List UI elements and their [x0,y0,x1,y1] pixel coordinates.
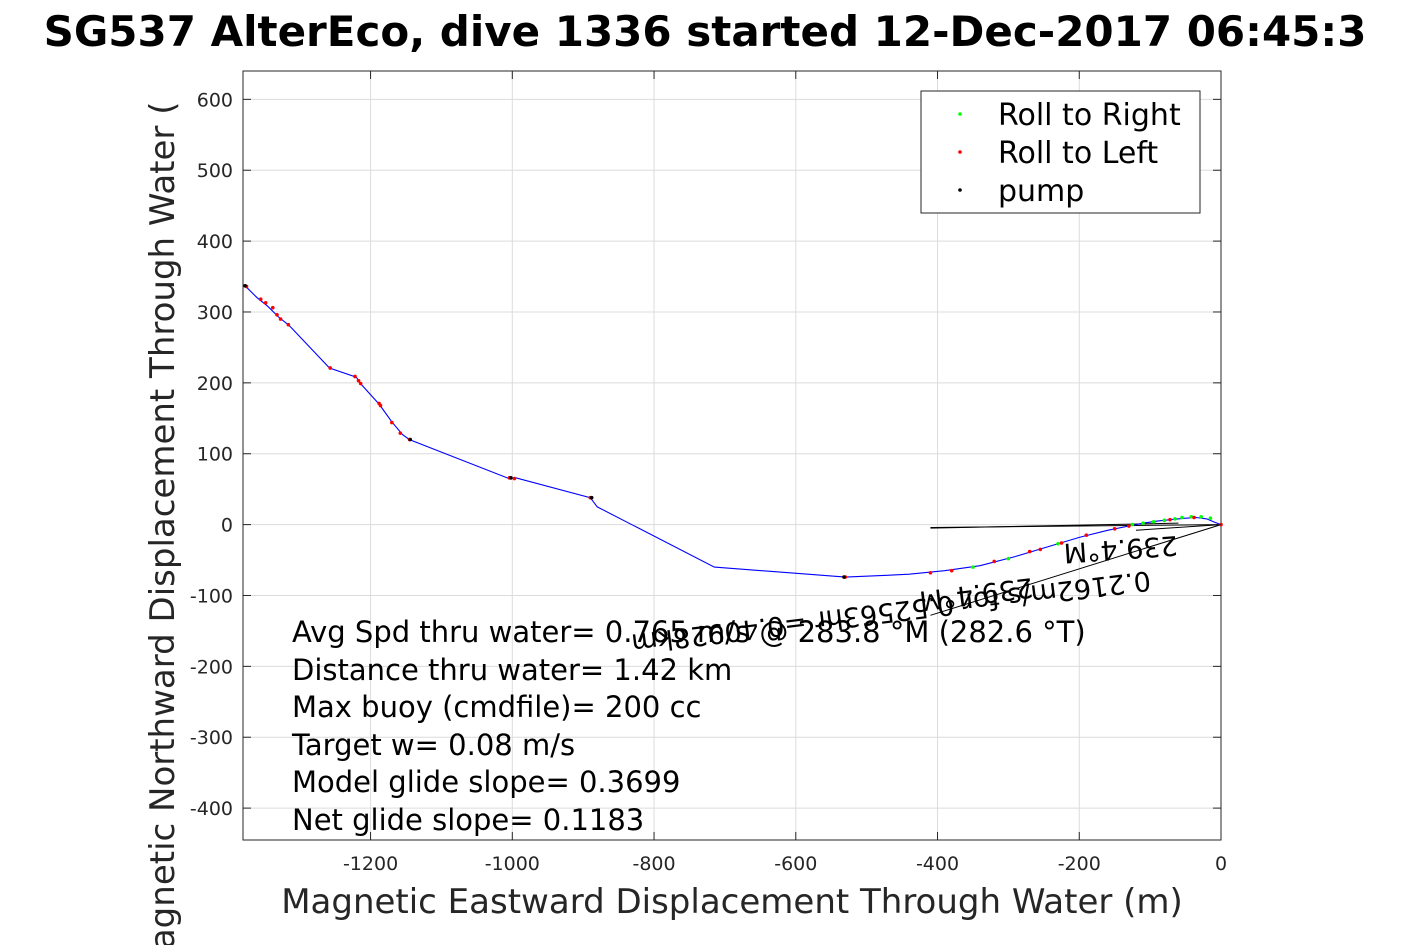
x-tick-label: -400 [916,853,959,875]
axes-box [242,70,1222,841]
stat-net-glide: Net glide slope= 0.1183 [292,803,644,837]
pump-point [589,495,594,500]
roll-right-point [1151,519,1156,524]
legend-marker-roll-right [958,112,962,116]
pump-point [243,283,247,288]
roll-left-point [949,568,954,573]
stat-max-buoy: Max buoy (cmdfile)= 200 cc [292,690,701,724]
y-tick-label: 300 [197,302,233,324]
legend-label-pump: pump [998,174,1084,209]
roll-left-point [278,317,283,321]
roll-left-point [1192,515,1196,520]
stats-text-box: Avg Spd thru water= 0.765 m/s @ 283.8 °M… [291,615,1086,837]
roll-right-point [1162,518,1167,523]
y-tick-label: -400 [190,798,233,820]
pump-point [842,575,846,579]
y-axis-label: Magnetic Northward Displacement Through … [143,102,183,945]
roll-left-point [270,305,275,310]
pump-points [243,283,846,579]
y-tick-label: 200 [197,373,233,395]
roll-left-point [1168,517,1172,522]
y-tick-label: -300 [190,727,233,749]
roll-left-point [1027,549,1032,554]
roll-right-point [1141,521,1145,525]
roll-left-point [1084,533,1089,538]
legend-box [920,90,1201,214]
roll-left-point [258,297,263,302]
y-tick-label: -200 [190,656,233,678]
roll-left-point [356,378,361,383]
stat-avg-speed: Avg Spd thru water= 0.765 m/s @ 283.8 °M… [292,615,1086,649]
roll-right-point [1173,517,1177,521]
rotated-annotation-heading: 239.4°M [1063,529,1179,568]
stat-distance: Distance thru water= 1.42 km [292,653,732,687]
x-tick-label: 0 [1215,853,1227,875]
x-tick-label: -200 [1058,853,1101,875]
current-vector-line [930,524,1222,616]
roll-left-point [358,381,363,386]
roll-left-point [286,322,291,327]
roll-right-point [1208,516,1213,521]
current-heading-annotation: 239.4°M [1063,529,1179,568]
roll-left-point [398,431,403,435]
y-tick-label: 400 [197,231,233,253]
current-vector-lines [930,522,1222,616]
legend-marker-roll-left [958,150,962,154]
y-tick-label: 600 [197,89,233,111]
legend-marker-pump [958,188,962,192]
roll-left-point [1112,527,1117,531]
legend: Roll to Right Roll to Left pump [920,90,1201,214]
y-axis-ticks: 600 500 400 300 200 100 0 -100 -200 -300 -400 [190,89,1221,820]
pump-point [408,437,413,442]
roll-right-point [1180,515,1184,520]
x-tick-label: -600 [774,853,817,875]
roll-left-point [1038,547,1043,552]
y-tick-label: 0 [221,515,233,537]
roll-left-point [1059,541,1064,545]
roll-left-point [275,313,279,317]
roll-left-point [353,374,357,379]
roll-left-point [328,366,332,370]
x-tick-label: -1200 [343,853,398,875]
roll-right-point [1189,515,1194,519]
y-tick-label: -100 [190,585,233,607]
x-tick-label: -1000 [485,853,540,875]
x-axis-label: Magnetic Eastward Displacement Through W… [281,882,1183,922]
roll-left-point [928,570,933,575]
roll-left-point [263,300,268,305]
roll-right-point [1056,541,1060,546]
legend-label-roll-left: Roll to Left [998,136,1158,171]
roll-right-point [971,565,975,569]
legend-label-roll-right: Roll to Right [998,98,1181,133]
stat-model-glide: Model glide slope= 0.3699 [292,765,680,799]
stat-target-w: Target w= 0.08 m/s [291,728,575,762]
dive-track-line [242,284,1222,578]
y-tick-label: 500 [197,160,233,182]
current-vector-line [1135,524,1222,531]
roll-left-point [390,420,394,425]
roll-right-point [1199,515,1203,519]
roll-to-left-points [244,284,1223,579]
roll-left-point [1127,524,1131,528]
chart-title: SG537 AlterEco, dive 1336 started 12-Dec… [44,7,1367,56]
roll-left-point [992,559,997,564]
roll-right-point [1130,522,1135,527]
roll-right-point [1006,556,1011,561]
y-tick-label: 100 [197,444,233,466]
roll-to-right-points [971,515,1213,569]
pump-point [509,476,513,480]
roll-left-point [378,403,383,408]
roll-left-point [512,476,517,481]
x-tick-label: -800 [632,853,675,875]
x-axis-ticks: -1200 -1000 -800 -600 -400 -200 0 [343,71,1227,875]
